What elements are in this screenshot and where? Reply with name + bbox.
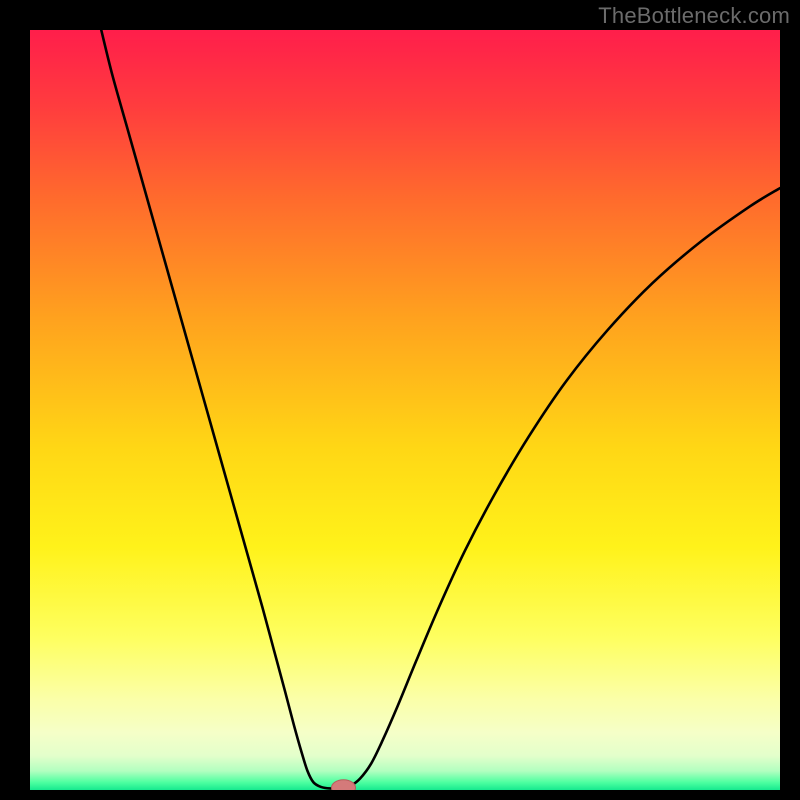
optimal-point-marker <box>332 780 356 796</box>
bottleneck-chart <box>0 0 800 800</box>
gradient-background <box>30 30 780 790</box>
watermark-text: TheBottleneck.com <box>598 3 790 29</box>
